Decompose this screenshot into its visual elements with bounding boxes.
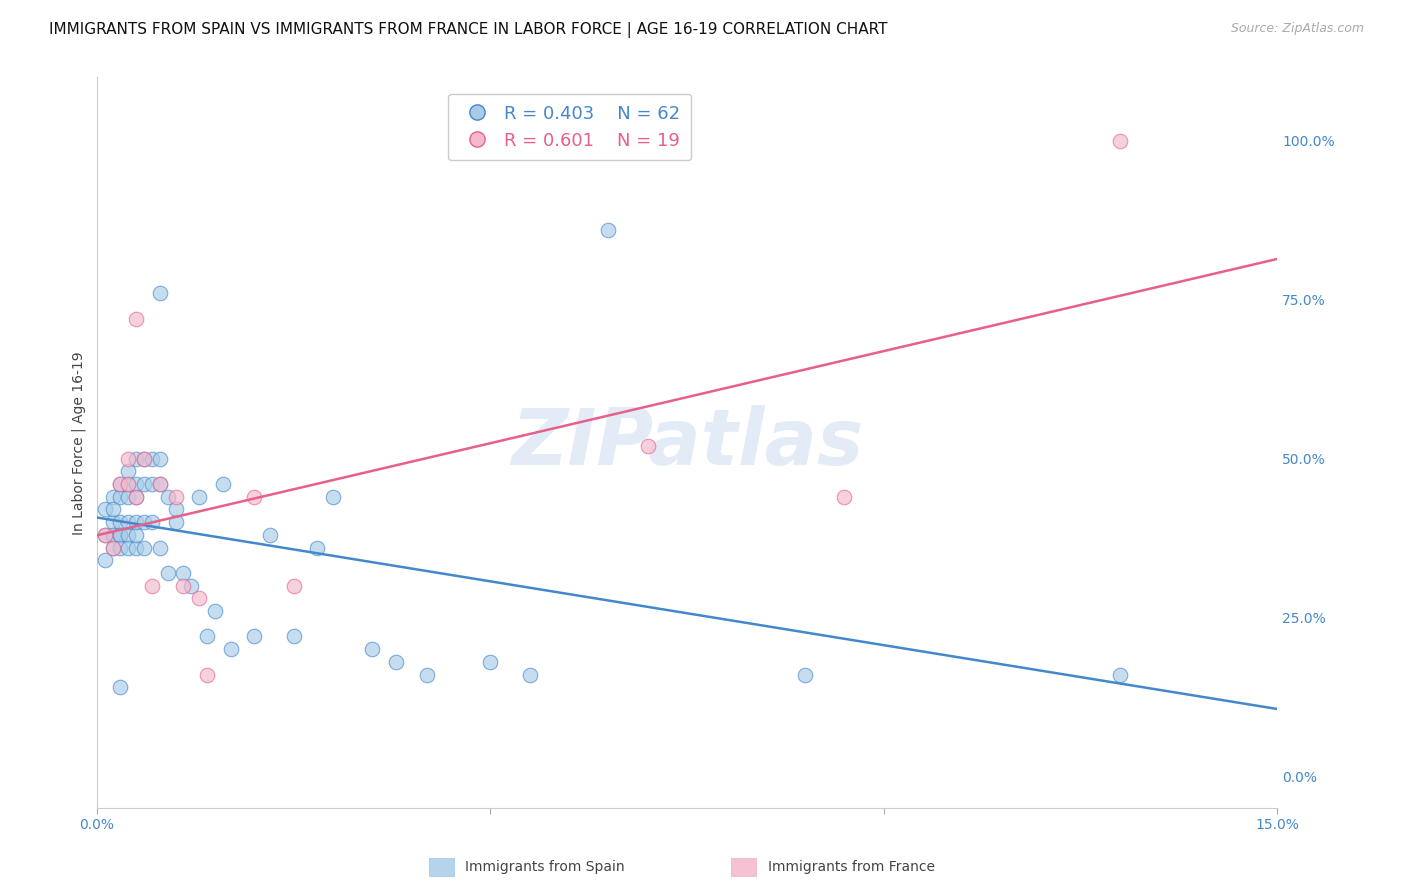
- Point: [110, 680, 132, 694]
- Point: [110, 541, 132, 555]
- Point: [117, 490, 139, 504]
- Point: [132, 541, 155, 555]
- Point: [110, 477, 132, 491]
- Point: [637, 439, 659, 453]
- Point: [110, 515, 132, 529]
- Point: [156, 566, 179, 580]
- Point: [101, 541, 124, 555]
- Point: [117, 464, 139, 478]
- Point: [211, 477, 233, 491]
- Point: [110, 528, 132, 542]
- Point: [204, 604, 226, 618]
- Point: [283, 630, 305, 644]
- Point: [117, 477, 139, 491]
- Point: [165, 490, 187, 504]
- Point: [141, 451, 163, 466]
- Text: Immigrants from France: Immigrants from France: [768, 860, 935, 874]
- Point: [117, 477, 139, 491]
- Point: [283, 579, 305, 593]
- Point: [101, 502, 124, 516]
- Point: [361, 642, 384, 657]
- Point: [125, 490, 148, 504]
- Point: [794, 667, 817, 681]
- Point: [125, 515, 148, 529]
- Point: [132, 451, 155, 466]
- Point: [149, 477, 172, 491]
- Point: [117, 515, 139, 529]
- Point: [598, 223, 620, 237]
- Point: [149, 477, 172, 491]
- Text: ZIPatlas: ZIPatlas: [510, 405, 863, 481]
- Point: [149, 451, 172, 466]
- Point: [141, 579, 163, 593]
- Point: [132, 515, 155, 529]
- Point: [101, 541, 124, 555]
- Point: [385, 655, 408, 669]
- Point: [519, 667, 541, 681]
- Text: Source: ZipAtlas.com: Source: ZipAtlas.com: [1230, 22, 1364, 36]
- Point: [93, 528, 115, 542]
- Point: [834, 490, 856, 504]
- Point: [322, 490, 344, 504]
- Point: [132, 451, 155, 466]
- Point: [165, 515, 187, 529]
- Point: [416, 667, 439, 681]
- Point: [125, 311, 148, 326]
- Legend: R = 0.403    N = 62, R = 0.601    N = 19: R = 0.403 N = 62, R = 0.601 N = 19: [449, 94, 692, 161]
- Point: [101, 490, 124, 504]
- Point: [117, 528, 139, 542]
- Point: [117, 541, 139, 555]
- Point: [132, 477, 155, 491]
- Point: [93, 528, 115, 542]
- Point: [172, 566, 194, 580]
- Point: [125, 477, 148, 491]
- Point: [125, 490, 148, 504]
- Point: [125, 541, 148, 555]
- Point: [243, 490, 266, 504]
- Point: [110, 477, 132, 491]
- Point: [149, 541, 172, 555]
- Point: [101, 528, 124, 542]
- Point: [117, 451, 139, 466]
- Point: [195, 630, 218, 644]
- Text: IMMIGRANTS FROM SPAIN VS IMMIGRANTS FROM FRANCE IN LABOR FORCE | AGE 16-19 CORRE: IMMIGRANTS FROM SPAIN VS IMMIGRANTS FROM…: [49, 22, 887, 38]
- Point: [156, 490, 179, 504]
- Point: [93, 553, 115, 567]
- Point: [110, 490, 132, 504]
- Point: [259, 528, 281, 542]
- Point: [125, 528, 148, 542]
- Point: [219, 642, 242, 657]
- Point: [110, 528, 132, 542]
- Text: Immigrants from Spain: Immigrants from Spain: [465, 860, 626, 874]
- Point: [243, 630, 266, 644]
- Point: [180, 579, 202, 593]
- Point: [101, 515, 124, 529]
- Point: [172, 579, 194, 593]
- Point: [141, 515, 163, 529]
- Point: [307, 541, 329, 555]
- Point: [188, 490, 211, 504]
- Point: [479, 655, 502, 669]
- Point: [141, 477, 163, 491]
- Point: [195, 667, 218, 681]
- Point: [93, 502, 115, 516]
- Point: [1109, 134, 1132, 148]
- Point: [149, 286, 172, 301]
- Y-axis label: In Labor Force | Age 16-19: In Labor Force | Age 16-19: [72, 351, 86, 534]
- Point: [125, 451, 148, 466]
- Point: [188, 591, 211, 606]
- Point: [1109, 667, 1132, 681]
- Point: [165, 502, 187, 516]
